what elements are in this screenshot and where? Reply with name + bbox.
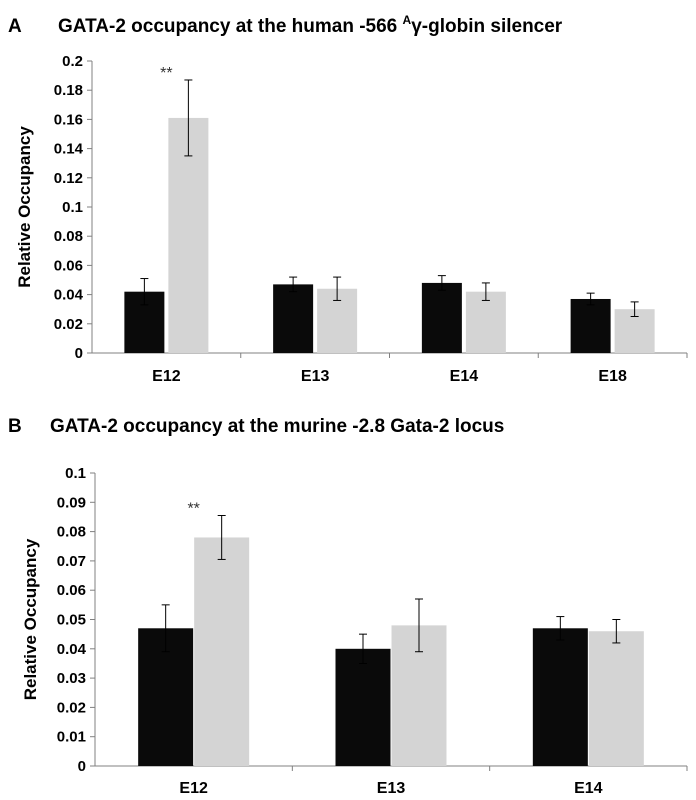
panel-b-letter: B bbox=[8, 416, 22, 437]
y-tick-label: 0.03 bbox=[57, 670, 86, 687]
y-tick-label: 0.04 bbox=[57, 641, 87, 658]
y-tick-label: 0.12 bbox=[54, 170, 83, 187]
y-tick-label: 0.18 bbox=[54, 82, 83, 99]
y-tick-label: 0.07 bbox=[57, 553, 86, 570]
chart-a: 0 0.02 0.04 0.06 0.08 0.1 0.12 0.14 0.16 0.18 0.2 R… bbox=[15, 53, 688, 385]
x-category-label: E14 bbox=[574, 780, 603, 797]
significance-annotation: ** bbox=[187, 500, 199, 517]
y-tick-label: 0 bbox=[78, 758, 86, 775]
panel-a-title-main: GATA-2 occupancy at the human -566 bbox=[58, 16, 403, 37]
x-category-label: E18 bbox=[598, 368, 627, 385]
panel-b-title: GATA-2 occupancy at the murine -2.8 Gata… bbox=[50, 416, 504, 438]
bar-series-1 bbox=[273, 284, 314, 353]
y-tick-label: 0.08 bbox=[57, 524, 86, 541]
bar-series-2 bbox=[168, 117, 209, 353]
y-tick-label: 0.06 bbox=[57, 582, 86, 599]
y-tick-label: 0.05 bbox=[57, 612, 86, 629]
y-tick-label: 0.02 bbox=[57, 699, 86, 716]
bar-series-1 bbox=[335, 648, 391, 766]
x-category-label: E13 bbox=[377, 780, 406, 797]
y-axis-label: Relative Occupancy bbox=[15, 126, 34, 288]
y-tick-label: 0.14 bbox=[54, 141, 84, 158]
y-tick-label: 0.01 bbox=[57, 729, 86, 746]
y-tick-label: 0.1 bbox=[62, 199, 83, 216]
y-axis-label: Relative Occupancy bbox=[21, 538, 40, 700]
significance-annotation: ** bbox=[160, 65, 172, 82]
panel-a-letter: A bbox=[8, 16, 22, 37]
chart-b: 0 0.01 0.02 0.03 0.04 0.05 0.06 0.07 0.08 0.09 0.1… bbox=[21, 465, 688, 797]
x-category-label: E13 bbox=[301, 368, 330, 385]
y-tick-label: 0.04 bbox=[54, 287, 84, 304]
x-category-label: E14 bbox=[450, 368, 479, 385]
y-tick-label: 0.06 bbox=[54, 257, 83, 274]
bar-series-1 bbox=[421, 282, 462, 353]
y-tick-label: 0.2 bbox=[62, 53, 83, 70]
bar-series-2 bbox=[194, 537, 250, 766]
y-tick-label: 0.02 bbox=[54, 316, 83, 333]
bar-series-1 bbox=[570, 298, 611, 353]
x-category-label: E12 bbox=[179, 780, 208, 797]
y-tick-label: 0.08 bbox=[54, 228, 83, 245]
bar-series-1 bbox=[532, 628, 588, 766]
x-category-label: E12 bbox=[152, 368, 181, 385]
panel-b-title-main: GATA-2 occupancy at the murine -2.8 Gata… bbox=[50, 416, 505, 437]
y-tick-label: 0.1 bbox=[65, 465, 86, 482]
bar-series-2 bbox=[465, 291, 506, 353]
panel-a-title: GATA-2 occupancy at the human -566 Aγ-gl… bbox=[58, 13, 563, 38]
bar-series-2 bbox=[588, 631, 644, 766]
panel-a-title-end: γ-globin silencer bbox=[411, 16, 563, 37]
y-tick-label: 0.16 bbox=[54, 111, 83, 128]
y-tick-label: 0.09 bbox=[57, 494, 86, 511]
y-tick-label: 0 bbox=[75, 345, 83, 362]
panel-a-title-sup: A bbox=[402, 13, 412, 27]
